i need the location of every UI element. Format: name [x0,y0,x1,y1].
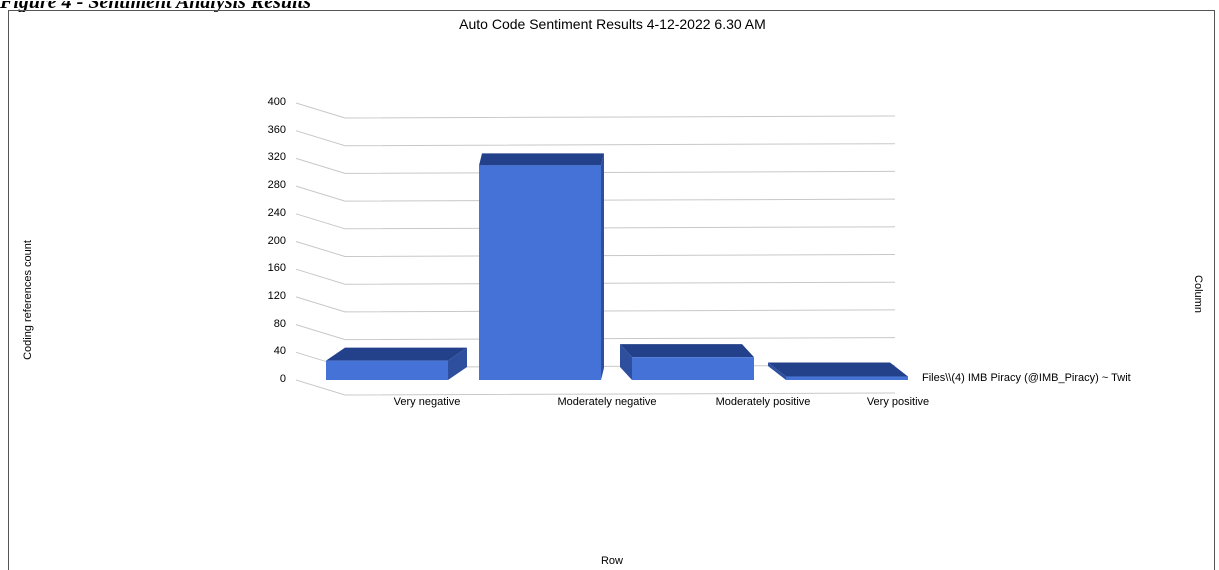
gridline [295,130,896,147]
y-tick-label: 360 [267,123,286,136]
bar-top-face [768,362,908,377]
y-tick-label: 160 [267,262,286,275]
gridline [295,102,896,119]
bar-side-face [620,344,632,380]
y-tick-label: 0 [279,373,286,385]
y-axis-label: Coding references count [22,240,34,360]
bar-side-face [448,347,467,380]
bar-side-face [601,153,604,380]
bar-side-face [768,362,786,380]
bar-top-face [326,347,467,361]
y-tick-label: 40 [273,345,286,358]
x-category-label: Moderately negative [557,396,657,408]
gridline [295,213,896,230]
y-tick-label: 320 [267,151,286,164]
series-label: Files\\(4) IMB Piracy (@IMB_Piracy) ~ Tw… [922,372,1131,384]
bar [479,153,604,380]
figure-caption: Figure 4 - Sentiment Analysis Results [0,0,311,13]
bar [768,362,908,380]
bar-front-face [632,357,754,380]
x-category-label: Very negative [393,396,461,408]
x-category-label: Very positive [866,396,930,408]
gridline [295,185,896,202]
x-category-label: Moderately positive [715,396,811,408]
y-tick-label: 200 [267,234,286,247]
bar-top-face [620,344,754,358]
gridline [295,268,896,285]
y-tick-label: 280 [267,179,286,192]
gridline [295,157,896,174]
y-tick-label: 80 [273,317,286,330]
bar [326,347,467,380]
y-tick-label: 240 [267,206,286,219]
bar-front-face [786,376,908,380]
bar [620,344,754,380]
bar-front-face [326,360,448,380]
bar-top-face [479,153,604,166]
gridline [295,296,896,313]
gridline [295,379,896,396]
y-tick-label: 120 [267,289,286,302]
chart-frame [8,10,1215,570]
gridline [295,241,896,258]
y-tick-label: 400 [267,96,286,108]
bar-front-face [479,165,601,380]
z-axis-label: Column [1192,275,1204,313]
bars [326,153,908,380]
chart-title: Auto Code Sentiment Results 4-12-2022 6.… [459,16,766,32]
gridline [295,324,896,341]
x-axis-label: Row [600,555,624,567]
